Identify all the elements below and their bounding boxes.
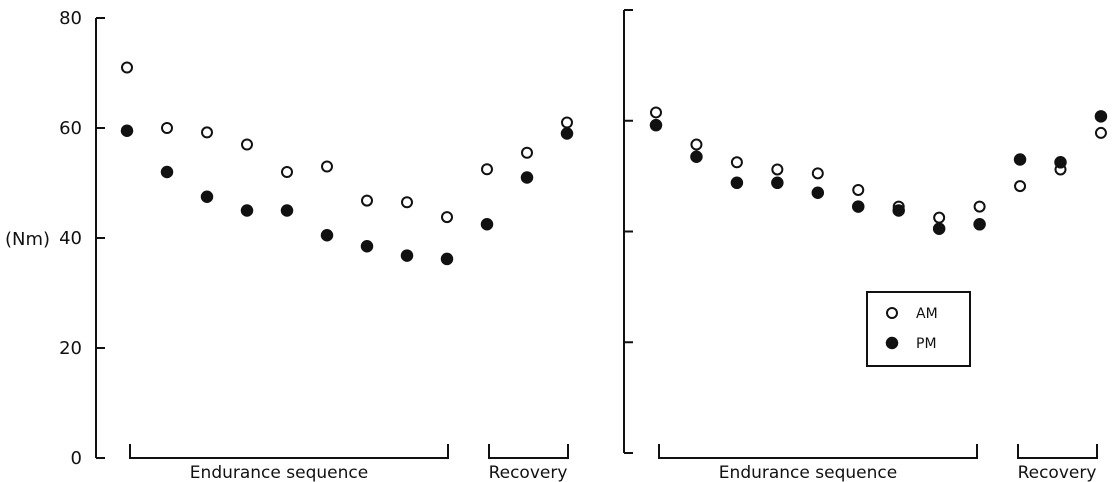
pm-data-point [520,171,534,184]
am-data-point [650,106,662,119]
pm-data-point [360,240,374,253]
am-data-point [730,156,743,169]
am-data-point [121,61,133,74]
left-panel: 0 20 40 60 80 Endurance sequence Recovery [59,8,574,482]
y-tick-label: 60 [59,118,82,139]
group-bracket [658,444,978,459]
pm-data-point [932,222,946,235]
am-data-point [481,163,493,176]
pm-data-point [440,252,454,266]
group-bracket [488,444,569,459]
pm-data-point [649,118,663,132]
am-data-point [321,160,333,173]
pm-data-point [690,150,703,163]
pm-data-point [280,204,294,217]
am-data-point [852,183,865,196]
am-data-point [281,166,293,178]
y-tick-label: 40 [59,228,82,249]
right-panel: Endurance sequence Recovery [623,9,1108,482]
pm-data-point [852,200,865,213]
pm-data-point [480,218,494,231]
pm-data-point [240,204,254,217]
pm-data-point [730,176,744,190]
am-data-point [1014,180,1027,193]
group-label: Recovery [1018,463,1097,482]
y-tick-label: 0 [71,448,82,469]
am-data-point [561,116,573,129]
am-data-point [521,146,533,159]
pm-data-point [892,204,905,217]
legend-am-marker [886,307,898,319]
pm-data-point [771,176,784,190]
am-data-point [933,211,946,224]
legend: AM PM [866,291,971,367]
am-data-point [241,138,253,151]
am-data-point [401,196,413,209]
pm-data-point [973,218,986,231]
am-data-point [201,126,213,139]
am-data-point [161,122,173,134]
pm-data-point [400,249,414,262]
am-data-point [1094,126,1107,139]
pm-data-point [1094,110,1108,123]
pm-data-point [120,124,134,137]
y-tick-label: 20 [59,338,82,359]
am-data-point [441,211,453,224]
group-label: Endurance sequence [190,463,368,482]
y-axis-unit-label: (Nm) [5,229,50,250]
legend-box [866,291,971,367]
pm-data-point [560,127,574,140]
am-data-point [361,194,373,207]
group-label: Endurance sequence [719,463,897,482]
pm-data-point [160,165,174,179]
legend-pm-marker [885,336,899,350]
legend-pm-label: PM [916,336,937,352]
pm-data-point [1054,156,1067,169]
group-bracket [129,444,449,459]
pm-data-point [1013,153,1027,166]
am-data-point [811,167,824,180]
pm-data-point [200,190,214,203]
group-label: Recovery [489,463,568,482]
pm-data-point [320,229,334,242]
am-data-point [771,163,784,176]
am-data-point [690,138,703,151]
group-bracket [1017,444,1098,459]
pm-data-point [811,186,825,199]
legend-am-label: AM [916,306,938,322]
y-tick-label: 80 [59,8,82,29]
am-data-point [973,200,986,213]
